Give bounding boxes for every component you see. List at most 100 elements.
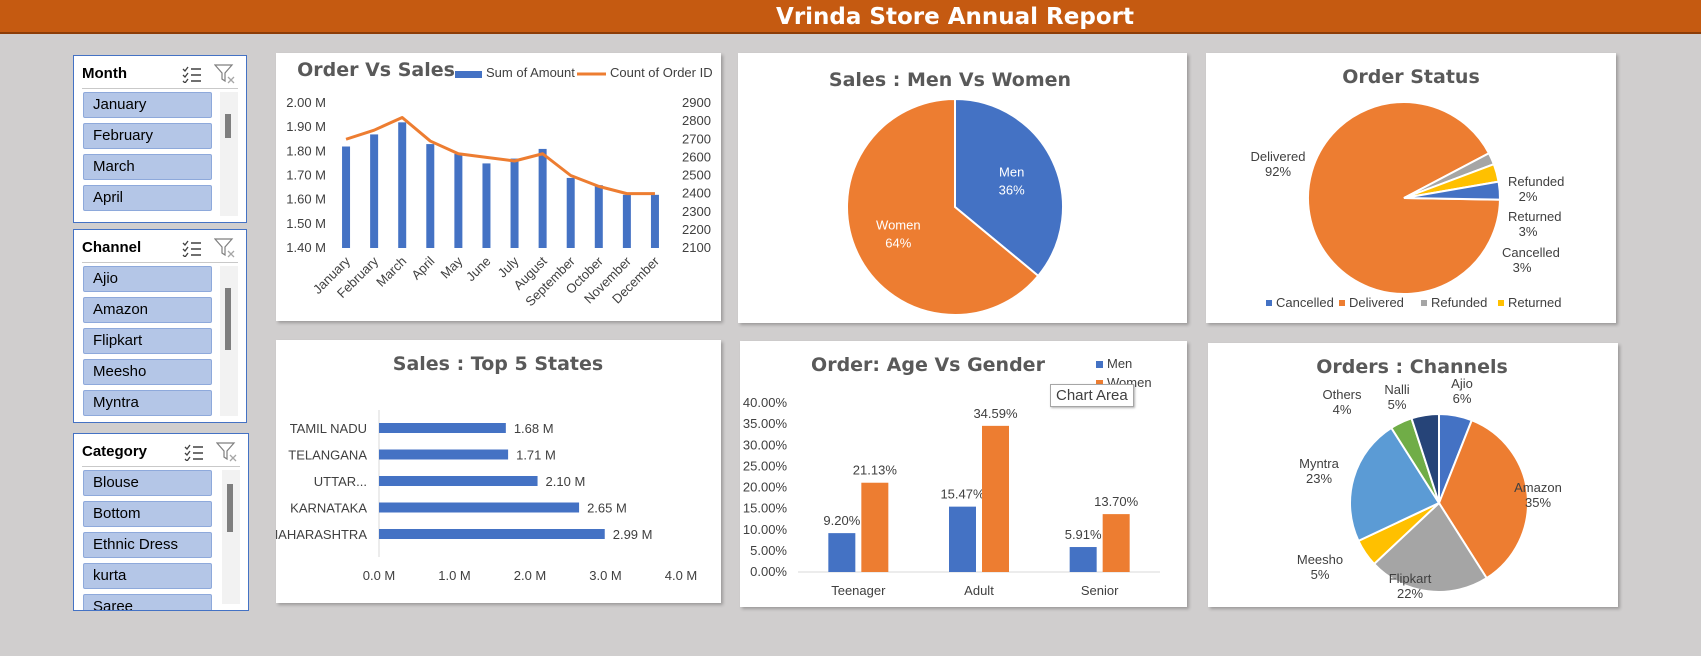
- slicer-item[interactable]: Blouse: [83, 470, 212, 496]
- report-title: Vrinda Store Annual Report: [776, 4, 1134, 30]
- legend-label: Cancelled: [1276, 295, 1334, 310]
- legend-label: Men: [1107, 356, 1132, 371]
- chart-title: Order Status: [1342, 66, 1480, 88]
- y-tick-label: TAMIL NADU: [290, 421, 367, 436]
- slicer-header: Month: [82, 62, 238, 89]
- y-tick-label: 40.00%: [743, 395, 788, 410]
- slice-label: Myntra: [1299, 456, 1340, 471]
- x-tick-label: 3.0 M: [589, 568, 622, 583]
- slicer-item[interactable]: April: [83, 185, 212, 211]
- bar: [510, 158, 519, 248]
- y-tick-label: UTTAR...: [314, 474, 367, 489]
- pie-slice: [1410, 412, 1440, 504]
- legend-swatch: [1421, 300, 1427, 306]
- x-tick-label: Adult: [964, 583, 994, 598]
- bar: [426, 144, 435, 248]
- bar-value-label: 21.13%: [853, 463, 898, 478]
- slicer-scrollbar[interactable]: [220, 92, 238, 216]
- y-tick-label: 0.00%: [750, 564, 787, 579]
- slice-value: 4%: [1333, 402, 1352, 417]
- legend-label: Delivered: [1349, 295, 1404, 310]
- slicer-title: Channel: [82, 239, 142, 256]
- x-tick-label: May: [438, 253, 466, 281]
- x-tick-label: 2.0 M: [514, 568, 547, 583]
- y2-tick-label: 2700: [682, 131, 711, 146]
- bar-value-label: 13.70%: [1094, 494, 1139, 509]
- pie-slice: [846, 97, 1040, 316]
- bar-value-label: 9.20%: [823, 513, 860, 528]
- chart-top-5-states[interactable]: Sales : Top 5 States TAMIL NADU 1.68 M TELA…: [276, 340, 721, 603]
- slicer-item[interactable]: Amazon: [83, 297, 212, 323]
- legend-swatch: [1498, 300, 1504, 306]
- bar-value-label: 1.68 M: [514, 421, 554, 436]
- slicer-scrollbar[interactable]: [222, 470, 240, 604]
- scroll-thumb[interactable]: [225, 288, 231, 350]
- slicer-item[interactable]: Ajio: [83, 266, 212, 292]
- slicer-item[interactable]: January: [83, 92, 212, 118]
- bar-value-label: 34.59%: [973, 406, 1018, 421]
- chart-sales-men-vs-women[interactable]: Sales : Men Vs Women Men 36% Women 64%: [738, 53, 1187, 323]
- slicer-item[interactable]: Saree: [83, 594, 212, 610]
- slicer-item[interactable]: kurta: [83, 563, 212, 589]
- slicer-category[interactable]: Category Blouse Bottom Ethnic Dress kurta Sa…: [73, 433, 249, 611]
- y2-tick-label: 2300: [682, 204, 711, 219]
- chart-order-vs-sales[interactable]: Order Vs Sales Sum of Amount Count of Orde…: [276, 53, 721, 321]
- slice-label: Women: [876, 218, 921, 233]
- chart-title: Orders : Channels: [1316, 356, 1508, 378]
- clear-filter-icon[interactable]: [216, 442, 238, 462]
- clear-filter-icon[interactable]: [214, 238, 236, 258]
- slicer-item[interactable]: February: [83, 123, 212, 149]
- chart-title: Order: Age Vs Gender: [811, 354, 1046, 376]
- x-tick-label: June: [463, 254, 494, 285]
- y2-tick-label: 2100: [682, 240, 711, 255]
- pie-slice: [954, 97, 1064, 278]
- chart-title: Sales : Top 5 States: [393, 353, 603, 375]
- slicer-item[interactable]: March: [83, 154, 212, 180]
- bar-value-label: 15.47%: [940, 487, 985, 502]
- y2-tick-label: 2800: [682, 113, 711, 128]
- x-tick-label: 4.0 M: [665, 568, 698, 583]
- slicer-item[interactable]: Bottom: [83, 501, 212, 527]
- y-tick-label: 20.00%: [743, 480, 788, 495]
- y-tick-label: MAHARASHTRA: [276, 527, 367, 542]
- slice-value: 35%: [1525, 495, 1551, 510]
- slice-label: Ajio: [1451, 376, 1473, 391]
- pie-slice: [1349, 426, 1441, 543]
- legend-swatch: [455, 71, 482, 78]
- slicer-item[interactable]: Ethnic Dress: [83, 532, 212, 558]
- slice-label: Amazon: [1514, 480, 1562, 495]
- slice-label: Delivered: [1251, 149, 1306, 164]
- chart-age-vs-gender[interactable]: Order: Age Vs Gender Men Women 0.00% 5.00% 10…: [740, 341, 1187, 607]
- slicer-item[interactable]: Flipkart: [83, 328, 212, 354]
- slicer-month[interactable]: Month January February March April: [73, 55, 247, 223]
- multi-select-icon[interactable]: [182, 239, 202, 257]
- legend-swatch: [1096, 361, 1103, 368]
- scroll-thumb[interactable]: [225, 114, 231, 138]
- legend-label: Returned: [1508, 295, 1561, 310]
- multi-select-icon[interactable]: [184, 443, 204, 461]
- slice-value: 64%: [885, 236, 911, 251]
- clear-filter-icon[interactable]: [214, 64, 236, 84]
- slicer-item[interactable]: Myntra: [83, 390, 212, 416]
- slice-label: Flipkart: [1389, 571, 1432, 586]
- slice-label: Cancelled: [1502, 245, 1560, 260]
- scroll-thumb[interactable]: [227, 484, 233, 532]
- slice-value: 3%: [1513, 260, 1532, 275]
- bar-value-label: 2.10 M: [546, 474, 586, 489]
- slicer-channel[interactable]: Channel Ajio Amazon Flipkart Meesho Myntra: [73, 229, 247, 423]
- slicer-items: Blouse Bottom Ethnic Dress kurta Saree: [83, 470, 212, 610]
- y-tick-label: 1.90 M: [286, 119, 326, 134]
- slicer-scrollbar[interactable]: [220, 266, 238, 416]
- y-tick-label: 2.00 M: [286, 95, 326, 110]
- slicer-item[interactable]: Meesho: [83, 359, 212, 385]
- multi-select-icon[interactable]: [182, 65, 202, 83]
- pie-slice: [1372, 501, 1489, 593]
- y-tick-label: 25.00%: [743, 458, 788, 473]
- x-tick-label: Senior: [1081, 583, 1119, 598]
- legend-label: Count of Order ID: [610, 65, 713, 80]
- chart-order-status[interactable]: Order Status Delivered 92% Refunded 2% Return…: [1206, 53, 1616, 323]
- chart-orders-channels[interactable]: Orders : Channels Ajio 6% Amazon 35% Flipkart…: [1208, 343, 1618, 607]
- bar-value-label: 2.99 M: [613, 527, 653, 542]
- y2-tick-label: 2200: [682, 222, 711, 237]
